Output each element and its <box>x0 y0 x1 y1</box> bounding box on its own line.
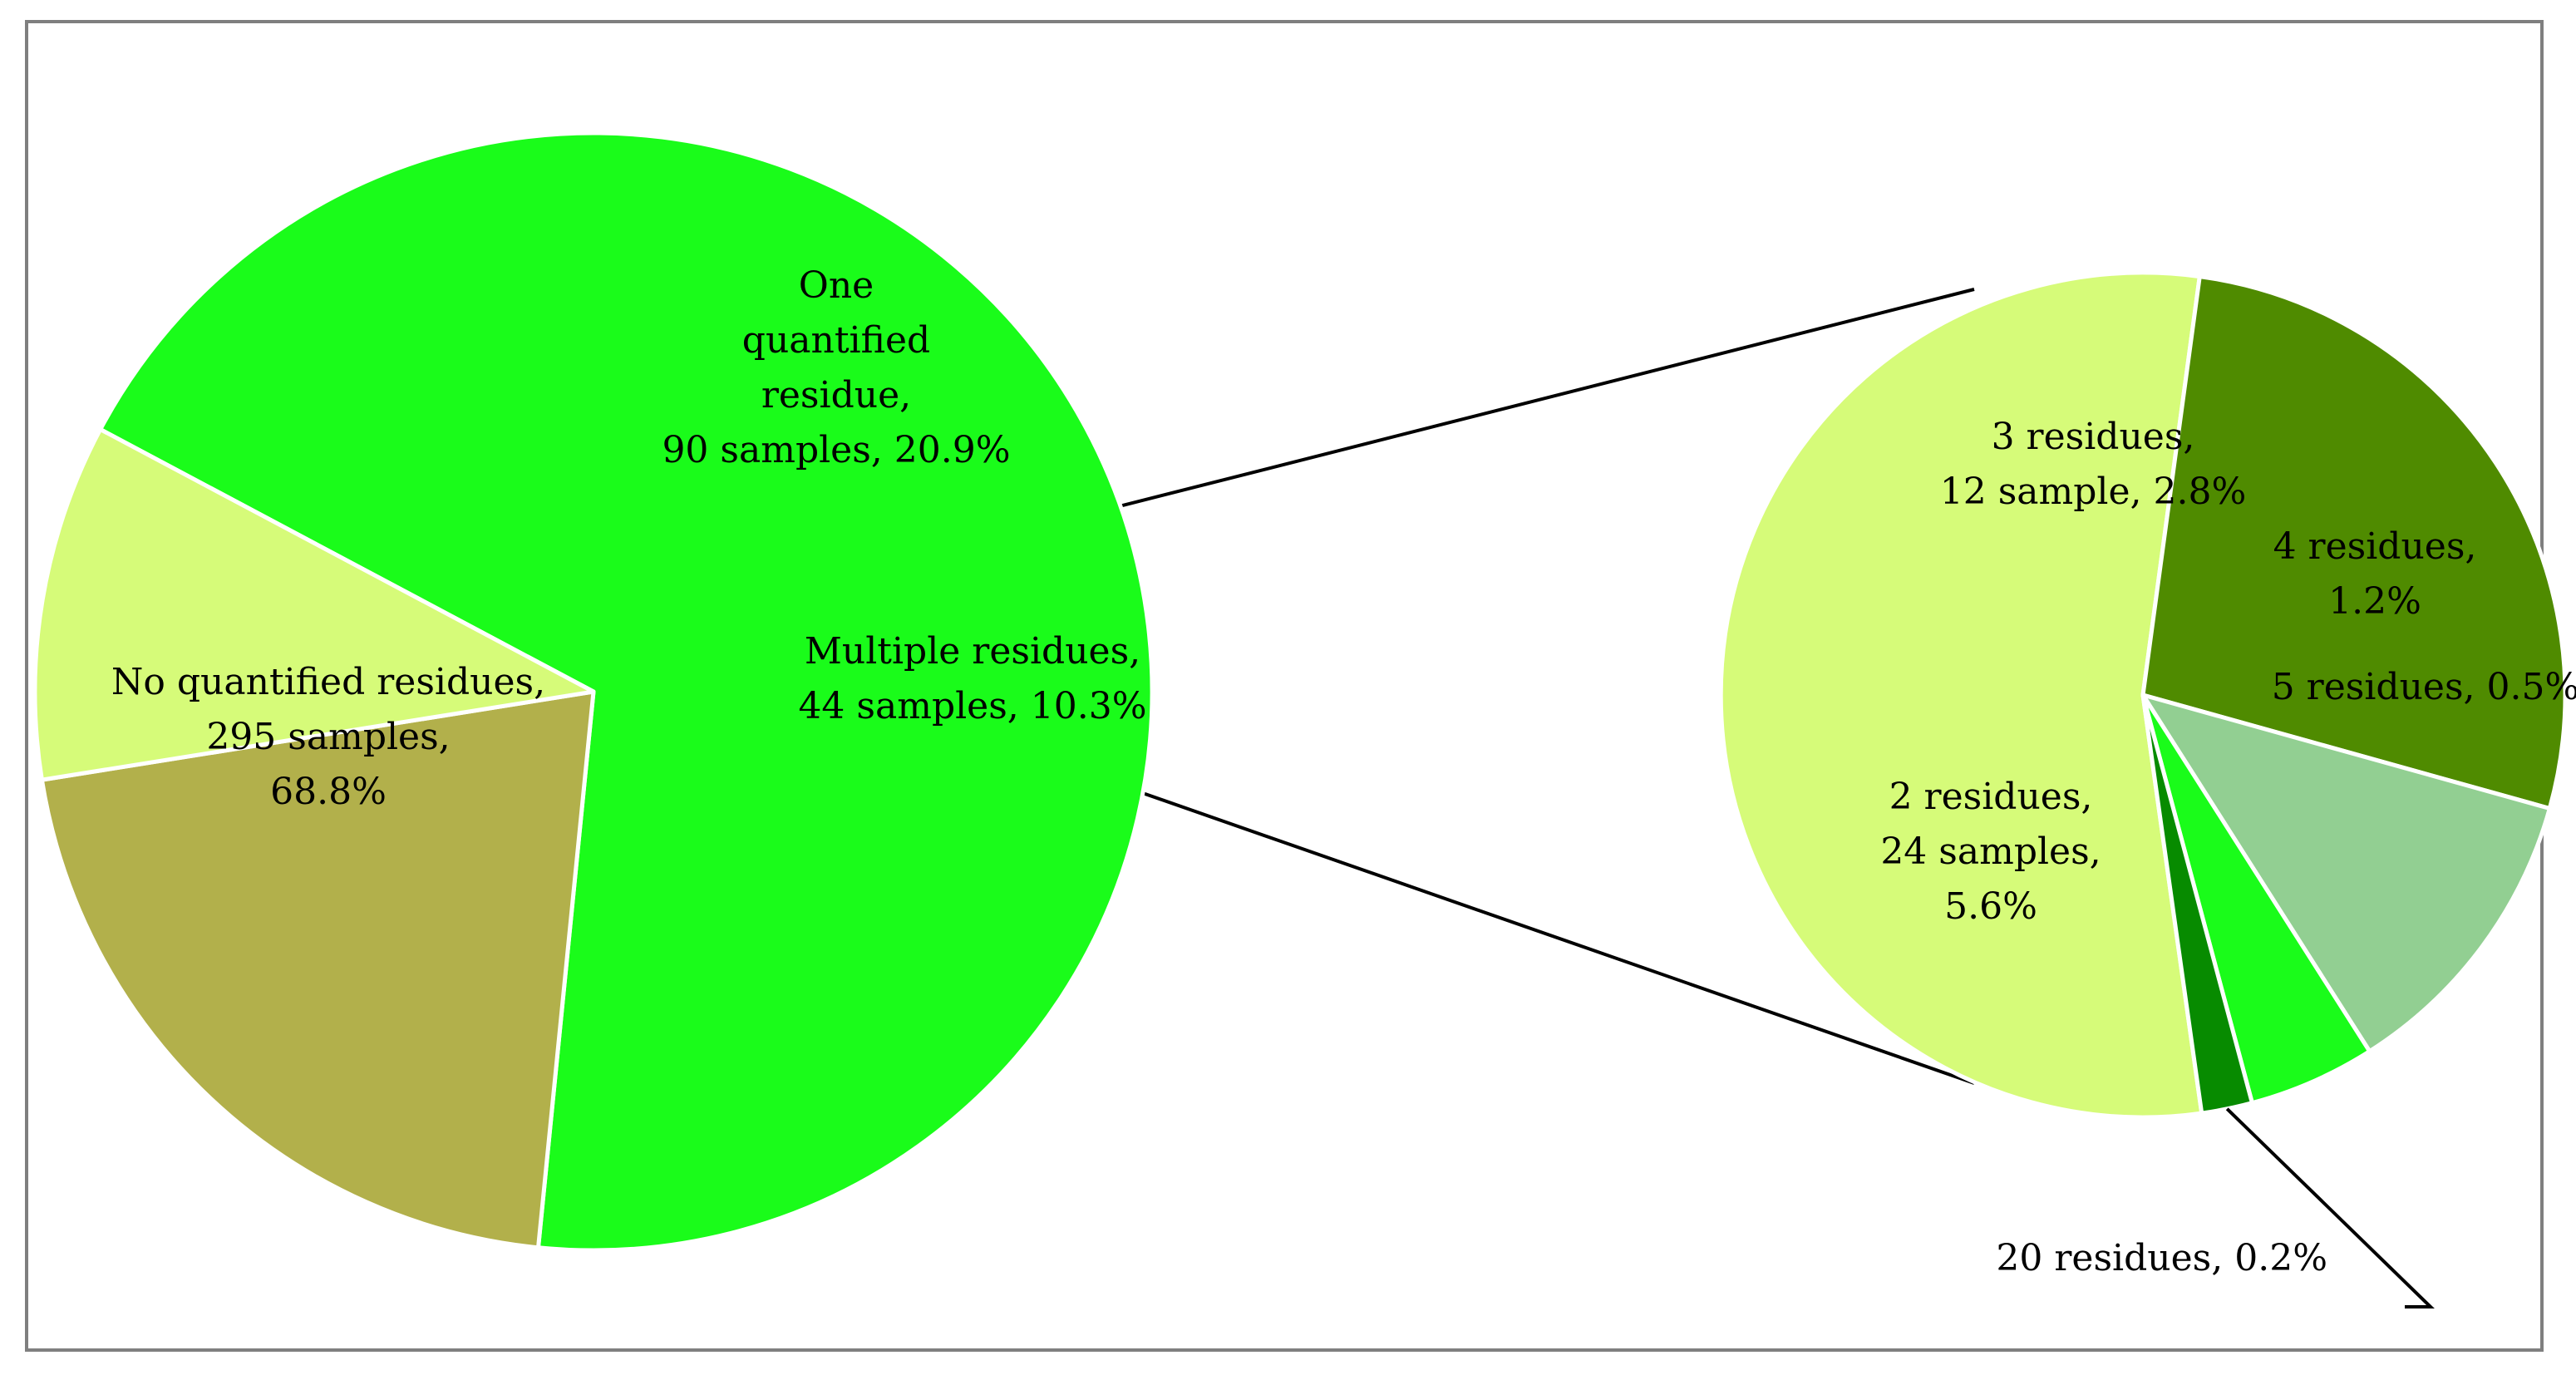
main-pie <box>32 131 1155 1253</box>
breakdown-pie <box>1718 270 2568 1120</box>
main-slice-no-quantified-residues <box>98 131 1155 1253</box>
main-label-1: No quantified residues, 295 samples, 68.8% <box>111 661 545 813</box>
breakdown-label-3: 4 residues, 1.2% <box>2273 525 2477 623</box>
main-label-3: Multiple residues, 44 samples, 10.3% <box>798 630 1146 727</box>
slice-labels: No quantified residues, 295 samples, 68.8%… <box>111 264 2576 1308</box>
main-slice-multiple-residues <box>32 427 596 782</box>
breakdown-slice-2-residues <box>1718 270 2204 1120</box>
breakdown-slice-5-residues <box>2140 692 2372 1106</box>
leader-line-20-residues <box>2225 1107 2435 1308</box>
breakdown-slice-4-residues <box>2140 692 2552 1054</box>
breakdown-slice-3-residues <box>2140 274 2568 811</box>
breakdown-label-1: 2 residues, 24 samples, 5.6% <box>1880 776 2101 928</box>
main-label-2: One quantified residue, 90 samples, 20.9% <box>662 264 1010 471</box>
breakdown-label-5: 20 residues, 0.2% <box>1996 1237 2327 1279</box>
breakdown-label-2: 3 residues, 12 sample, 2.8% <box>1940 416 2247 513</box>
breakdown-label-4: 5 residues, 0.5% <box>2272 666 2576 708</box>
main-slice-one-quantified-residue <box>39 689 596 1250</box>
